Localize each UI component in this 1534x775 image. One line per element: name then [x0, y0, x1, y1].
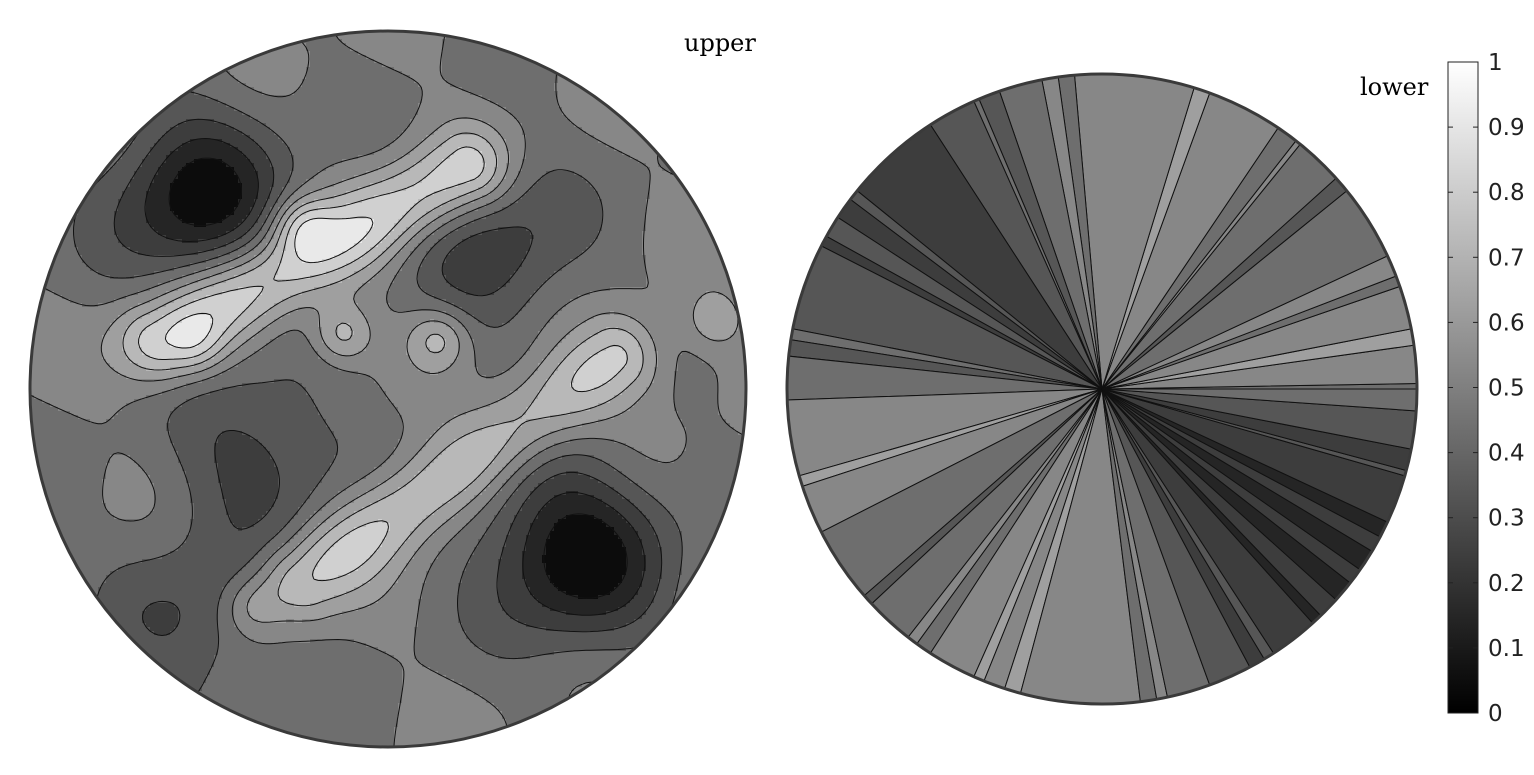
colorbar-tick-label: 0.6: [1488, 310, 1525, 336]
colorbar-tick-label: 0.8: [1488, 180, 1525, 206]
colorbar-tick-label: 0.5: [1488, 376, 1525, 402]
colorbar-tick-label: 0.3: [1488, 506, 1525, 532]
colorbar: 0 0.1 0.2 0.3 0.4 0.5 0.6 0.7 0.8 0.9 1: [1448, 50, 1525, 727]
upper-fill-cells: [30, 31, 747, 748]
colorbar-tick-label: 0.2: [1488, 571, 1525, 597]
lower-sector-map: [782, 69, 1422, 709]
lower-pole-figure: lower: [782, 69, 1429, 709]
lower-title: lower: [1360, 73, 1429, 101]
colorbar-tick-label: 0.7: [1488, 245, 1525, 271]
colorbar-tick-label: 0.1: [1488, 636, 1525, 662]
colorbar-tick-label: 1: [1488, 50, 1503, 76]
colorbar-tick-label: 0: [1488, 701, 1503, 727]
colorbar-tick-label: 0.4: [1488, 441, 1525, 467]
upper-contour-map: [30, 31, 747, 748]
colorbar-tick-label: 0.9: [1488, 115, 1525, 141]
upper-title: upper: [684, 29, 756, 57]
lower-sectors: [782, 69, 1422, 709]
upper-pole-figure: upper: [30, 29, 756, 748]
